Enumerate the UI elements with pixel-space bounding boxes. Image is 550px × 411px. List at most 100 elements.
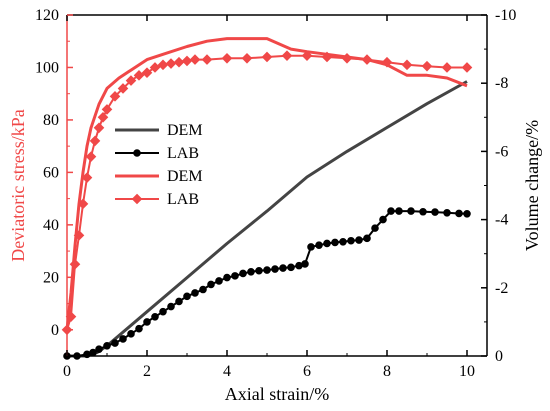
series-stress-dem	[65, 37, 468, 330]
data-point	[455, 209, 463, 218]
data-point	[371, 224, 379, 232]
x-tick-label: 8	[383, 363, 391, 380]
data-point	[117, 83, 129, 94]
data-point	[339, 237, 347, 246]
y-left-tick-label: 120	[35, 7, 59, 24]
data-point	[363, 234, 371, 243]
data-point	[401, 59, 413, 71]
y-left-tick-label: 20	[43, 269, 59, 286]
legend-item: DEM	[115, 122, 203, 139]
series-line	[67, 80, 468, 358]
y-right-tick-label: -8	[495, 75, 508, 92]
series-line	[65, 37, 468, 330]
data-point	[281, 50, 293, 61]
x-tick-label: 2	[143, 363, 151, 380]
data-point	[301, 260, 309, 268]
y-right-tick-label: -6	[495, 143, 508, 160]
data-point	[347, 236, 355, 245]
data-point	[125, 75, 137, 86]
data-point	[103, 341, 111, 350]
x-tick-label: 10	[459, 363, 475, 380]
legend-item: LAB	[115, 191, 199, 208]
x-tick-label: 4	[223, 363, 231, 380]
series-stress-lab	[61, 50, 473, 336]
legend-item: DEM	[115, 168, 203, 185]
data-point	[165, 58, 177, 69]
data-point	[65, 311, 77, 322]
data-point	[441, 62, 453, 73]
legend-label: LAB	[167, 145, 199, 162]
data-point	[127, 330, 135, 338]
y-right-tick-label: -2	[495, 280, 508, 297]
data-point	[215, 277, 223, 285]
data-point	[355, 236, 363, 244]
y-right-axis-title: Volume change/%	[522, 120, 542, 251]
data-point	[101, 104, 113, 115]
data-point	[395, 207, 403, 215]
series-layer	[61, 37, 473, 360]
y-left-tick-label: 60	[43, 164, 59, 181]
data-point	[69, 258, 81, 270]
data-point	[223, 273, 231, 282]
y-right-tick-label: -10	[495, 7, 516, 24]
data-point	[181, 55, 193, 67]
data-point	[387, 207, 395, 215]
data-point	[421, 60, 433, 72]
data-point	[109, 91, 121, 102]
y-right-tick-label: -4	[495, 212, 508, 229]
data-point	[207, 280, 215, 289]
data-point	[199, 285, 207, 294]
data-point	[183, 292, 191, 301]
data-point	[173, 56, 185, 68]
legend-item: LAB	[115, 145, 199, 162]
data-point	[89, 348, 97, 357]
data-point	[159, 307, 167, 316]
data-point	[133, 70, 145, 81]
data-point	[331, 238, 339, 247]
data-point	[271, 265, 279, 273]
data-point	[461, 62, 473, 73]
y-left-tick-label: 100	[35, 59, 59, 76]
series-volume-dem	[67, 80, 468, 358]
data-point	[361, 54, 373, 65]
data-point	[95, 345, 103, 353]
series-line	[67, 210, 468, 357]
data-point	[89, 135, 101, 147]
legend-marker	[131, 193, 143, 205]
data-point	[341, 52, 353, 64]
x-tick-label: 0	[63, 363, 71, 380]
data-point	[263, 266, 271, 274]
data-point	[151, 312, 159, 321]
data-point	[315, 241, 323, 249]
y-left-tick-label: 0	[51, 322, 59, 339]
data-point	[97, 111, 109, 123]
legend-label: DEM	[167, 122, 203, 139]
data-point	[381, 56, 393, 68]
data-point	[189, 54, 201, 65]
data-point	[307, 243, 315, 251]
y-left-tick-label: 40	[43, 217, 59, 234]
data-point	[143, 318, 151, 326]
data-point	[241, 52, 253, 64]
data-point	[85, 151, 97, 162]
data-point	[93, 122, 105, 134]
y-right-tick-label: 0	[495, 348, 503, 365]
data-point	[231, 272, 239, 280]
data-point	[157, 59, 169, 71]
data-point	[279, 264, 287, 272]
x-tick-label: 6	[303, 363, 311, 380]
data-point	[201, 54, 213, 65]
legend-label: LAB	[167, 191, 199, 208]
x-axis-title: Axial strain/%	[225, 384, 329, 404]
data-point	[141, 67, 153, 79]
data-point	[379, 215, 387, 224]
data-point	[77, 198, 89, 210]
data-point	[255, 266, 263, 275]
data-point	[247, 267, 255, 276]
data-point	[287, 263, 295, 272]
data-point	[431, 208, 439, 216]
data-point	[443, 208, 451, 217]
data-point	[119, 335, 127, 343]
